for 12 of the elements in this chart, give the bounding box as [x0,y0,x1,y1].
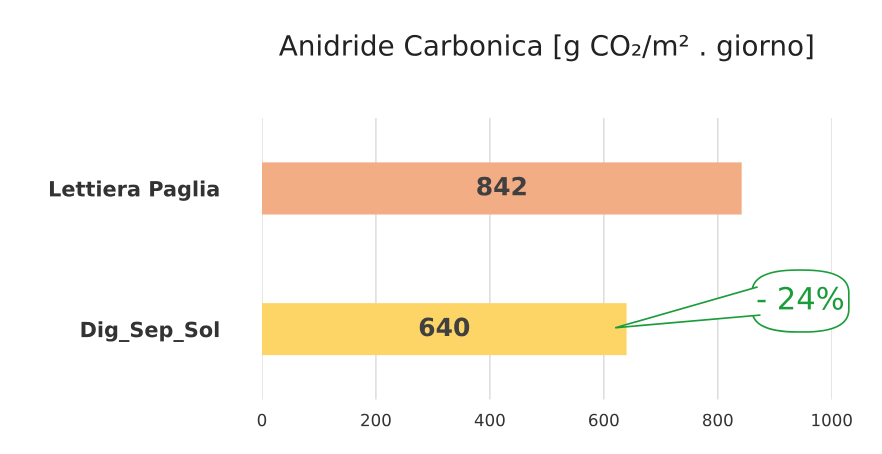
annotation: - 24% [758,286,844,310]
data-label: 640 [420,317,470,336]
chart-title: Anidride Carbonica [g CO₂/m² . giorno] [279,34,812,62]
x-tick-label: 600 [589,414,619,426]
x-tick-label: 200 [361,414,391,426]
x-tick-label: 0 [258,414,266,426]
y-tick-label: Lettiera Paglia [50,180,219,201]
x-tick-label: 400 [474,414,505,426]
y-tick-label: Dig_Sep_Sol [82,321,219,342]
x-tick-label: 1000 [812,414,852,426]
data-label: 842 [477,176,526,196]
x-tick-label: 800 [702,414,733,426]
